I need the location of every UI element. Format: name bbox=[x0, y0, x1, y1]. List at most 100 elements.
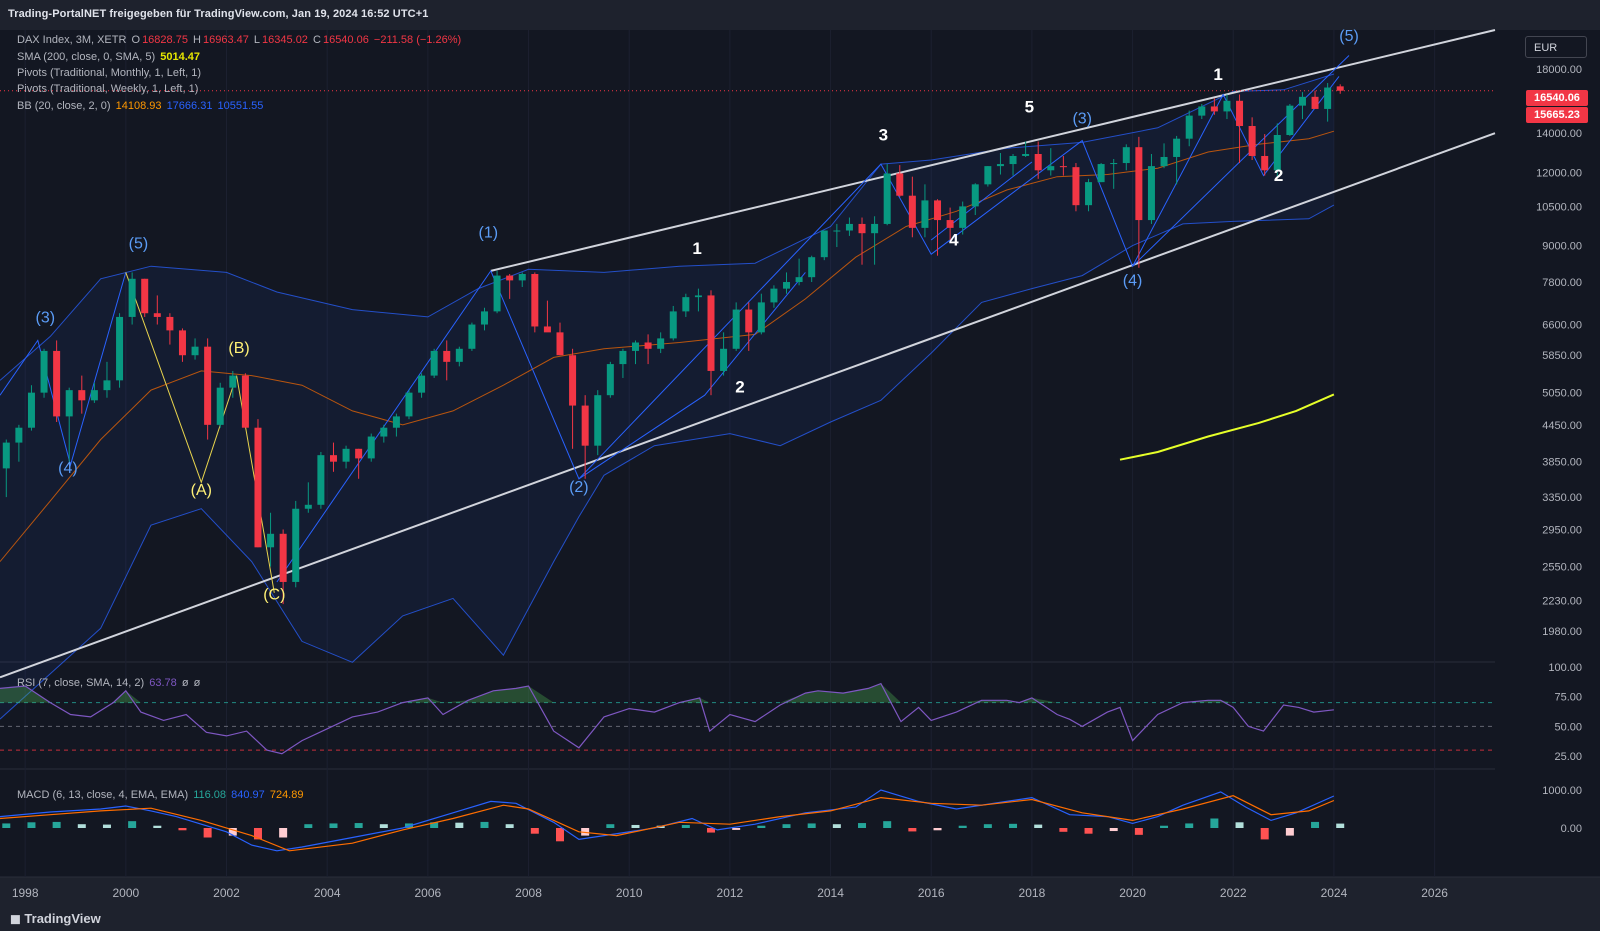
candle-body bbox=[959, 206, 967, 228]
candle-body bbox=[871, 223, 879, 234]
rsi-tick-label: 75.00 bbox=[1554, 692, 1582, 704]
y-tick-label: 3850.00 bbox=[1542, 457, 1582, 469]
macd-histogram-bar bbox=[52, 821, 61, 828]
candle-body bbox=[27, 392, 35, 428]
y-tick-label: 14000.00 bbox=[1536, 128, 1582, 140]
candle-body bbox=[858, 223, 866, 234]
candle-body bbox=[707, 295, 715, 371]
candle-body bbox=[405, 392, 413, 417]
macd-histogram-bar bbox=[832, 824, 841, 828]
macd-histogram-bar bbox=[102, 824, 111, 828]
macd-histogram-bar bbox=[757, 825, 766, 828]
bb-fill bbox=[0, 74, 1334, 720]
legend-high-value: 16963.47 bbox=[202, 34, 249, 46]
candle-body bbox=[493, 275, 501, 312]
legend-bb-upper: 17666.31 bbox=[166, 100, 213, 112]
candle-body bbox=[480, 311, 488, 325]
candle-body bbox=[569, 355, 577, 406]
candle-body bbox=[229, 375, 237, 388]
legend-rsi-row[interactable]: RSI (7, close, SMA, 14, 2) 63.78 ø ø bbox=[17, 677, 202, 689]
candle-body bbox=[443, 350, 451, 362]
macd-histogram-bar bbox=[581, 828, 590, 836]
macd-histogram-bar bbox=[379, 824, 388, 828]
candle-body bbox=[1085, 182, 1093, 206]
candle-body bbox=[581, 405, 589, 446]
legend-sma-row[interactable]: SMA (200, close, 0, SMA, 5) 5014.47 bbox=[17, 51, 202, 63]
candle-body bbox=[1185, 115, 1193, 139]
candle-body bbox=[1110, 163, 1118, 165]
x-tick-label: 2000 bbox=[112, 886, 139, 900]
elliott-wave-label: 4 bbox=[949, 231, 959, 250]
elliott-wave-label: (C) bbox=[263, 587, 285, 604]
candle-body bbox=[783, 282, 791, 289]
x-tick-label: 2014 bbox=[817, 886, 844, 900]
rsi-tick-label: 100.00 bbox=[1548, 662, 1582, 674]
sma-200-line bbox=[1119, 393, 1335, 461]
macd-tick-label: 0.00 bbox=[1561, 823, 1582, 835]
legend-bb-row[interactable]: BB (20, close, 2, 0) 14108.93 17666.31 1… bbox=[17, 100, 265, 112]
candle-body bbox=[669, 311, 677, 339]
tradingview-logo[interactable]: ◼ TradingView bbox=[10, 911, 101, 927]
elliott-wave-label: (1) bbox=[478, 224, 498, 241]
macd-histogram-bar bbox=[1235, 822, 1244, 828]
elliott-wave-label: 2 bbox=[735, 378, 744, 397]
candle-body bbox=[606, 364, 614, 396]
candle-body bbox=[996, 164, 1004, 167]
legend-low-label: L bbox=[253, 34, 261, 46]
elliott-wave-label: (2) bbox=[569, 479, 589, 496]
candle-body bbox=[342, 448, 350, 462]
y-tick-label: 5850.00 bbox=[1542, 350, 1582, 362]
macd-histogram-bar bbox=[883, 821, 892, 828]
candle-body bbox=[556, 332, 564, 356]
candle-body bbox=[833, 230, 841, 232]
currency-selector[interactable]: EUR bbox=[1525, 36, 1587, 58]
candle-body bbox=[543, 326, 551, 333]
macd-histogram-bar bbox=[228, 828, 237, 836]
candle-body bbox=[770, 288, 778, 303]
candle-body bbox=[254, 427, 262, 548]
legend-pivots-weekly[interactable]: Pivots (Traditional, Weekly, 1, Left, 1) bbox=[17, 83, 199, 95]
candle-body bbox=[1059, 166, 1067, 168]
x-tick-label: 2004 bbox=[314, 886, 341, 900]
macd-histogram-bar bbox=[1009, 823, 1018, 828]
channel-lower-line bbox=[0, 132, 1496, 679]
legend-macd-row[interactable]: MACD (6, 13, close, 4, EMA, EMA) 116.08 … bbox=[17, 789, 305, 801]
macd-histogram-bar bbox=[807, 823, 816, 828]
candle-body bbox=[1198, 106, 1206, 116]
candle-body bbox=[594, 395, 602, 446]
y-tick-label: 12000.00 bbox=[1536, 167, 1582, 179]
legend-pivots-monthly[interactable]: Pivots (Traditional, Monthly, 1, Left, 1… bbox=[17, 67, 202, 79]
x-tick-label: 2002 bbox=[213, 886, 240, 900]
y-tick-label: 4450.00 bbox=[1542, 420, 1582, 432]
x-tick-label: 2008 bbox=[515, 886, 542, 900]
candle-body bbox=[418, 375, 426, 393]
candle-body bbox=[1336, 86, 1344, 91]
candle-body bbox=[1047, 166, 1055, 171]
x-tick-label: 2024 bbox=[1321, 886, 1348, 900]
x-tick-label: 2022 bbox=[1220, 886, 1247, 900]
legend-macd-hist: 116.08 bbox=[193, 789, 227, 801]
second-price-tag: 15665.23 bbox=[1526, 107, 1588, 123]
legend-symbol[interactable]: DAX Index, 3M, XETR bbox=[17, 34, 127, 46]
candle-body bbox=[1286, 105, 1294, 136]
candle-body bbox=[128, 278, 136, 317]
candle-body bbox=[1009, 155, 1017, 165]
macd-signal-line bbox=[0, 795, 1335, 852]
legend-open-value: 16828.75 bbox=[142, 34, 188, 46]
elliott-wave-label: (4) bbox=[1123, 272, 1143, 289]
candle-body bbox=[1173, 138, 1181, 157]
candle-body bbox=[355, 448, 363, 459]
candle-body bbox=[141, 278, 149, 314]
legend-rsi-empty-1: ø bbox=[181, 677, 189, 689]
x-tick-label: 1998 bbox=[12, 886, 39, 900]
y-tick-label: 5050.00 bbox=[1542, 388, 1582, 400]
bb-lower-line bbox=[0, 204, 1335, 720]
legend-rsi-label: RSI (7, close, SMA, 14, 2) bbox=[17, 677, 145, 689]
candle-body bbox=[518, 273, 526, 281]
elliott-wave-label: 1 bbox=[1213, 65, 1222, 84]
macd-histogram-bar bbox=[1109, 828, 1118, 832]
candle-body bbox=[845, 223, 853, 231]
macd-histogram-bar bbox=[1084, 828, 1093, 834]
candle-body bbox=[506, 275, 514, 281]
